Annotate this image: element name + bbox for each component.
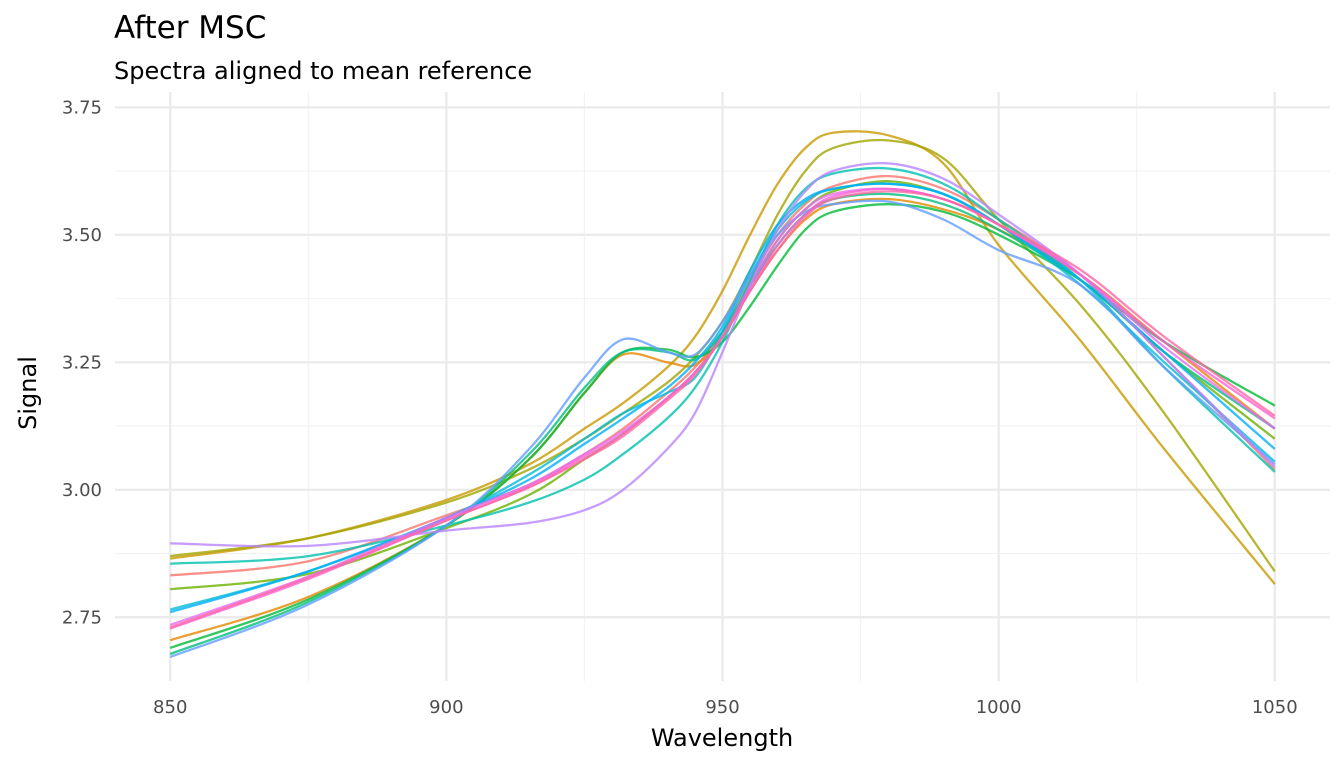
x-tick-label: 850 [153, 697, 187, 718]
x-tick-label: 1050 [1252, 697, 1298, 718]
chart-title: After MSC [114, 10, 267, 46]
y-axis-label: Signal [14, 356, 42, 430]
y-tick-label: 2.75 [62, 607, 102, 628]
x-tick-label: 1000 [976, 697, 1022, 718]
series-line-3 [170, 130, 1276, 585]
y-tick-label: 3.75 [62, 97, 102, 118]
series-line-11 [169, 199, 1276, 659]
series-lines [169, 130, 1276, 659]
x-tick-label: 900 [429, 697, 463, 718]
chart-subtitle: Spectra aligned to mean reference [114, 57, 533, 85]
axes: 850 900 950 1000 1050 2.75 3.00 3.25 3.50 3.75 [62, 97, 1298, 718]
x-tick-label: 950 [705, 697, 739, 718]
y-tick-label: 3.25 [62, 352, 102, 373]
grid [115, 92, 1330, 681]
y-tick-label: 3.50 [62, 225, 102, 246]
x-axis-label: Wavelength [651, 724, 793, 752]
y-tick-label: 3.00 [62, 480, 102, 501]
series-line-15 [169, 190, 1276, 629]
